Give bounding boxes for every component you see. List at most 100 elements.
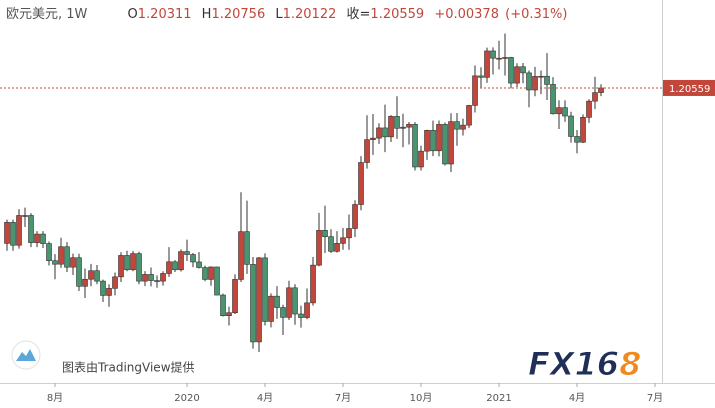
candle-body	[118, 255, 124, 278]
candle-body	[568, 115, 574, 137]
x-tick-label: 10月	[410, 392, 433, 404]
candle-body	[22, 215, 28, 217]
x-tick-label: 4月	[257, 392, 273, 404]
candle-body	[28, 215, 34, 243]
candle-body	[448, 121, 454, 165]
symbol: 欧元美元, 1W	[6, 7, 88, 22]
candle-body	[364, 139, 370, 163]
candle-body	[508, 57, 514, 84]
candle-body	[346, 228, 352, 239]
candle-body	[328, 236, 334, 252]
candle-body	[574, 136, 580, 143]
candle-body	[502, 57, 508, 59]
high-value: 1.20756	[211, 7, 265, 22]
last-price-label: 1.20559	[669, 84, 710, 95]
candle-body	[130, 253, 136, 271]
candle-body	[484, 50, 490, 78]
candle-body	[250, 264, 256, 343]
candle-body	[400, 126, 406, 129]
candle-body	[88, 270, 94, 280]
low-value: 1.20122	[283, 7, 337, 22]
candle-body	[340, 237, 346, 244]
candle-body	[532, 76, 538, 91]
candle-body	[544, 75, 550, 85]
candle-body	[40, 233, 46, 244]
candle-body	[268, 295, 274, 322]
candle-body	[358, 162, 364, 205]
candle-body	[124, 255, 130, 271]
open-value: 1.20311	[138, 7, 192, 22]
candle-body	[292, 287, 298, 315]
logo-accent: 8	[619, 345, 641, 383]
candle-body	[214, 266, 220, 296]
candle-body	[592, 92, 598, 102]
candle-body	[70, 257, 76, 268]
candle-body	[490, 50, 496, 59]
x-tick-label: 2020	[174, 393, 199, 404]
candle-body	[34, 233, 40, 243]
candle-body	[526, 72, 532, 91]
candle-body	[562, 107, 568, 117]
tradingview-icon	[11, 340, 41, 370]
candle-body	[406, 124, 412, 128]
icon-cloud	[16, 349, 36, 361]
high-label: H	[202, 7, 212, 22]
candle-body	[64, 246, 70, 268]
candle-body	[4, 222, 10, 244]
icon-circle	[11, 340, 41, 370]
candle-body	[310, 264, 316, 304]
candle-body	[220, 294, 226, 316]
x-tick-label: 2021	[486, 393, 511, 404]
candle-body	[280, 307, 286, 318]
candle-body	[436, 124, 442, 152]
candle-body	[172, 261, 178, 271]
candle-body	[190, 254, 196, 263]
candle-body	[160, 273, 166, 282]
candle-body	[76, 257, 82, 287]
candle-body	[178, 251, 184, 271]
last-price-box	[663, 79, 715, 96]
close-label: 收=	[347, 7, 371, 22]
candle-body	[478, 75, 484, 78]
candle-body	[112, 276, 118, 289]
candle-body	[244, 231, 250, 265]
candle-body	[550, 84, 556, 115]
candle-body	[586, 100, 592, 118]
candle-body	[52, 260, 58, 265]
candle-body	[196, 261, 202, 268]
candle-body	[10, 222, 16, 246]
candle-body	[142, 274, 148, 282]
logo: FX168	[528, 345, 641, 383]
candle-body	[202, 267, 208, 280]
candle-body	[376, 127, 382, 139]
candle-body	[412, 124, 418, 168]
candle-body	[598, 87, 604, 93]
candle-body	[148, 274, 154, 281]
candle-body	[418, 150, 424, 168]
x-tick-label: 4月	[569, 392, 585, 404]
candle-body	[472, 75, 478, 106]
candle-body	[322, 230, 328, 237]
candle-body	[520, 66, 526, 74]
candle-body	[232, 279, 238, 314]
candle-body	[334, 243, 340, 252]
candle-body	[82, 278, 88, 287]
candle-body	[94, 270, 100, 282]
candle-body	[208, 266, 214, 280]
candle-body	[226, 312, 232, 316]
x-tick-label: 7月	[647, 392, 663, 404]
candle-body	[442, 124, 448, 165]
change-pct: (+0.31%)	[505, 7, 567, 22]
candle-body	[370, 137, 376, 140]
candle-body	[58, 246, 64, 265]
candle-body	[262, 257, 268, 322]
candle-body	[424, 130, 430, 152]
watermark: 图表由TradingView提供	[62, 360, 195, 375]
candle-body	[16, 215, 22, 246]
candle-body	[460, 124, 466, 130]
candle-body	[388, 116, 394, 138]
candle-body	[46, 243, 52, 261]
candle-body	[316, 230, 322, 266]
